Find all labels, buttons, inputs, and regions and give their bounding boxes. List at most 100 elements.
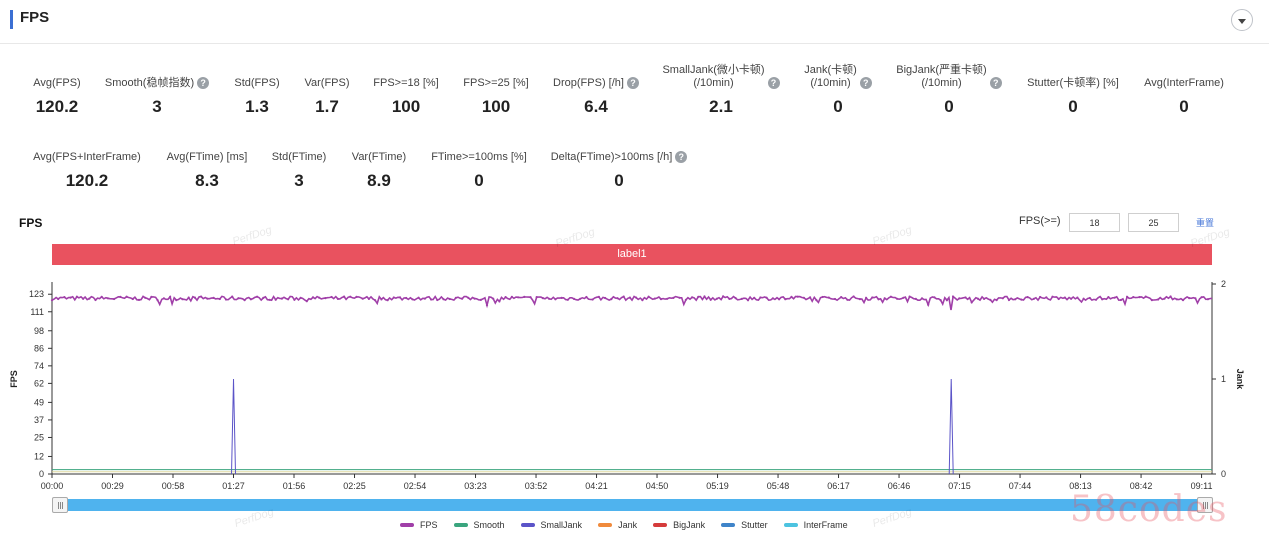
x-tick-label: 04:50 bbox=[646, 481, 669, 491]
fps-point bbox=[877, 298, 880, 301]
fps-point bbox=[622, 295, 625, 298]
legend-item-smooth[interactable]: Smooth bbox=[453, 520, 505, 530]
fps-point bbox=[156, 299, 159, 302]
fps-point bbox=[1039, 295, 1042, 299]
metric-label: Smooth(稳帧指数)? bbox=[77, 64, 237, 90]
fps-point bbox=[1175, 298, 1178, 301]
slider-left-handle[interactable] bbox=[52, 497, 68, 513]
metric-label-text: Jank(卡顿) (/10min) bbox=[804, 64, 857, 89]
fps-point bbox=[448, 297, 451, 301]
fps-point bbox=[541, 297, 545, 300]
fps-point bbox=[889, 295, 893, 298]
fps-point bbox=[1144, 295, 1147, 298]
metric-label-text: Std(FPS) bbox=[234, 77, 280, 89]
legend-swatch bbox=[400, 523, 414, 527]
metric-label-text: Avg(FTime) [ms] bbox=[166, 151, 248, 163]
fps-point bbox=[659, 298, 663, 301]
metric-label: SmallJank(微小卡顿) (/10min)? bbox=[641, 64, 801, 90]
fps-point bbox=[1101, 298, 1104, 301]
fps-threshold-low-input[interactable] bbox=[1069, 213, 1120, 232]
fps-point bbox=[374, 299, 377, 302]
fps-point bbox=[1200, 296, 1203, 299]
fps-point bbox=[796, 295, 799, 298]
fps-point bbox=[100, 295, 103, 298]
fps-point bbox=[1206, 298, 1209, 301]
legend-swatch bbox=[653, 523, 668, 527]
legend-item-interframe[interactable]: InterFrame bbox=[783, 520, 848, 530]
fps-threshold-high-input[interactable] bbox=[1128, 213, 1179, 232]
fps-point bbox=[902, 296, 905, 299]
legend-item-stutter[interactable]: Stutter bbox=[721, 520, 768, 530]
fps-point bbox=[715, 297, 719, 300]
metric-label: Avg(FTime) [ms] bbox=[127, 138, 287, 164]
fps-point bbox=[224, 298, 228, 301]
fps-point bbox=[131, 297, 134, 301]
metric-label-text: Var(FTime) bbox=[351, 151, 407, 163]
y-tick-label: 62 bbox=[34, 378, 44, 388]
metric-value: 0 bbox=[614, 171, 624, 190]
fps-point bbox=[666, 297, 669, 300]
fps-point bbox=[299, 296, 302, 299]
fps-point bbox=[113, 297, 116, 301]
fps-point bbox=[162, 297, 165, 300]
time-range-slider[interactable] bbox=[52, 499, 1212, 511]
fps-point bbox=[237, 297, 240, 300]
fps-point bbox=[125, 295, 128, 298]
x-tick-label: 03:23 bbox=[464, 481, 487, 491]
y-tick-label: 111 bbox=[30, 307, 44, 317]
metric-label: FTime>=100ms [%] bbox=[399, 138, 559, 164]
help-icon[interactable]: ? bbox=[989, 77, 1002, 89]
help-icon[interactable]: ? bbox=[767, 77, 780, 89]
metric-row1-10: Stutter(卡顿率) [%] 0 bbox=[993, 64, 1153, 117]
fps-point bbox=[1119, 298, 1122, 302]
fps-point bbox=[1001, 297, 1004, 300]
fps-point bbox=[517, 296, 520, 299]
help-icon[interactable]: ? bbox=[675, 151, 688, 163]
help-icon[interactable]: ? bbox=[859, 77, 872, 89]
fps-point bbox=[436, 298, 439, 302]
legend-swatch bbox=[783, 523, 798, 527]
fps-point bbox=[759, 296, 762, 299]
metric-value: 0 bbox=[833, 97, 843, 116]
label-band[interactable]: label1 bbox=[52, 244, 1212, 265]
legend-label: SmallJank bbox=[540, 520, 583, 530]
collapse-chevron-icon[interactable] bbox=[1231, 9, 1253, 31]
metric-label: Drop(FPS) [/h]? bbox=[516, 64, 676, 90]
legend-item-fps[interactable]: FPS bbox=[400, 520, 438, 530]
fps-point bbox=[423, 297, 426, 300]
x-tick-label: 06:17 bbox=[827, 481, 850, 491]
fps-point bbox=[187, 296, 190, 299]
fps-point bbox=[405, 296, 408, 300]
legend-swatch bbox=[453, 523, 468, 527]
fps-point bbox=[672, 296, 675, 299]
fps-point bbox=[218, 297, 221, 301]
legend-item-bigjank[interactable]: BigJank bbox=[653, 520, 705, 530]
fps-point bbox=[343, 295, 346, 298]
help-icon[interactable]: ? bbox=[197, 77, 210, 89]
slider-right-handle[interactable] bbox=[1197, 497, 1213, 513]
metric-label-text: Stutter(卡顿率) [%] bbox=[1027, 77, 1119, 89]
fps-point bbox=[1169, 295, 1172, 298]
fps-point bbox=[560, 296, 563, 299]
help-icon[interactable]: ? bbox=[626, 77, 639, 89]
fps-point bbox=[1138, 296, 1141, 299]
legend-item-smalljank[interactable]: SmallJank bbox=[520, 520, 583, 530]
fps-point bbox=[920, 297, 924, 300]
y-tick-label: 74 bbox=[34, 361, 44, 371]
legend-label: FPS bbox=[420, 520, 438, 530]
fps-point bbox=[995, 299, 998, 302]
fps-point bbox=[883, 297, 886, 300]
legend-label: BigJank bbox=[673, 520, 706, 530]
x-tick-label: 02:54 bbox=[404, 481, 427, 491]
fps-point bbox=[952, 295, 955, 298]
legend-swatch bbox=[520, 523, 535, 527]
fps-point bbox=[734, 297, 737, 300]
fps-point bbox=[1107, 296, 1110, 299]
fps-point bbox=[572, 297, 576, 300]
fps-point bbox=[119, 295, 122, 298]
legend-item-jank[interactable]: Jank bbox=[598, 520, 637, 530]
fps-point bbox=[871, 296, 874, 299]
metric-row1-7: SmallJank(微小卡顿) (/10min)? 2.1 bbox=[641, 64, 801, 117]
reset-link[interactable]: 重置 bbox=[1196, 218, 1215, 228]
